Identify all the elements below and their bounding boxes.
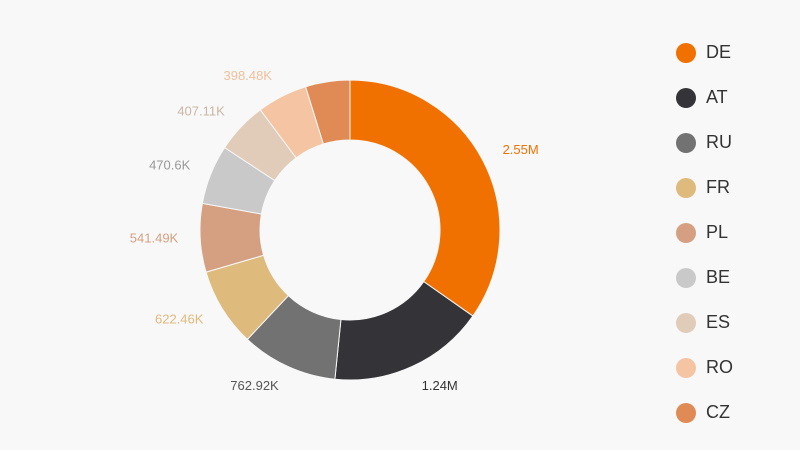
legend-swatch-at <box>676 87 696 108</box>
legend-label-ro: RO <box>706 357 733 377</box>
legend-item-at[interactable]: AT <box>676 75 786 120</box>
legend-swatch-de <box>676 42 696 63</box>
data-label-ru: 762.92K <box>230 378 279 393</box>
data-label-fr: 622.46K <box>155 311 204 326</box>
legend-item-es[interactable]: ES <box>676 300 786 345</box>
legend-swatch-es <box>676 312 696 333</box>
data-label-pl: 541.49K <box>130 231 179 246</box>
legend-swatch-be <box>676 267 696 288</box>
legend-label-fr: FR <box>706 177 730 197</box>
legend-item-ru[interactable]: RU <box>676 120 786 165</box>
slice-de[interactable] <box>349 79 501 317</box>
legend-label-de: DE <box>706 42 732 62</box>
legend-item-de[interactable]: DE <box>676 30 786 75</box>
legend-item-fr[interactable]: FR <box>676 165 786 210</box>
data-label-be: 470.6K <box>149 158 191 173</box>
legend-item-cz[interactable]: CZ <box>676 390 786 435</box>
legend-label-cz: CZ <box>706 402 730 422</box>
legend-swatch-cz <box>676 402 696 423</box>
legend: DE AT RU FR PL BE ES RO CZ <box>676 30 786 435</box>
legend-swatch-ro <box>676 357 696 378</box>
legend-label-es: ES <box>706 312 731 332</box>
legend-swatch-pl <box>676 222 696 243</box>
legend-item-pl[interactable]: PL <box>676 210 786 255</box>
data-label-de: 2.55M <box>503 142 539 157</box>
data-label-es: 407.11K <box>177 104 225 119</box>
legend-label-at: AT <box>706 87 728 107</box>
legend-swatch-ru <box>676 132 696 153</box>
data-label-ro: 398.48K <box>224 68 273 83</box>
legend-label-pl: PL <box>706 222 729 242</box>
slice-cz[interactable] <box>305 79 351 145</box>
data-label-at: 1.24M <box>422 378 458 393</box>
legend-swatch-fr <box>676 177 696 198</box>
legend-label-ru: RU <box>706 132 732 152</box>
legend-item-be[interactable]: BE <box>676 255 786 300</box>
legend-item-ro[interactable]: RO <box>676 345 786 390</box>
legend-label-be: BE <box>706 267 731 287</box>
